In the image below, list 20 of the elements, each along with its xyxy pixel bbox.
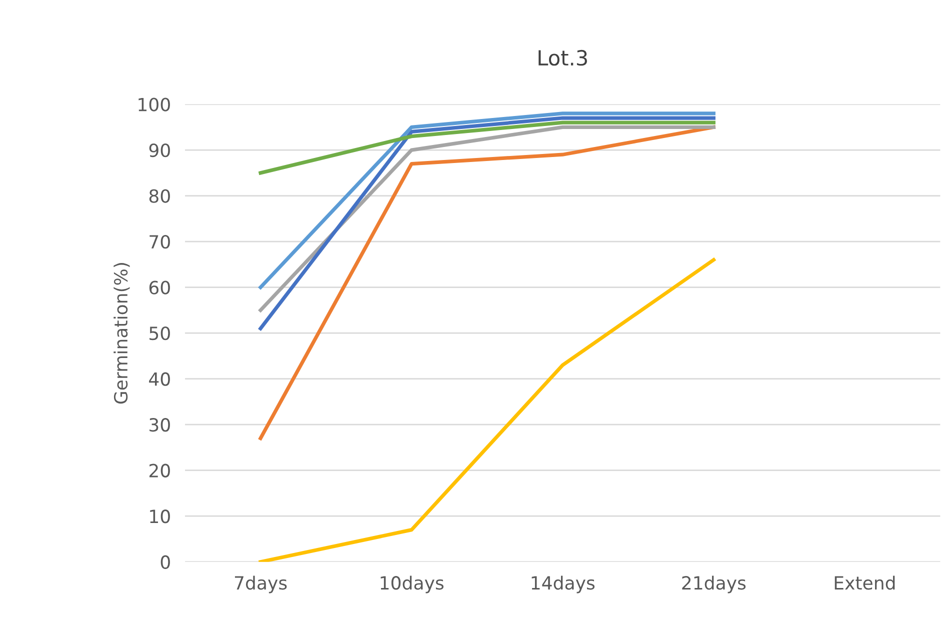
y-tick-label: 90	[149, 143, 170, 158]
line-series	[258, 125, 716, 440]
chart-title: Lot.3	[538, 50, 587, 66]
x-tick-label: 7days	[234, 576, 287, 594]
y-axis-title: Germination(%)	[114, 263, 130, 404]
line-series	[258, 258, 716, 562]
y-tick-label: 100	[138, 98, 170, 112]
y-tick-label: 10	[150, 510, 170, 524]
y-tick-label: 50	[150, 326, 170, 340]
x-tick-label: 14days	[532, 576, 595, 594]
y-tick-label: 20	[149, 464, 170, 478]
y-tick-label: 70	[150, 235, 170, 249]
x-tick-label: Extend	[834, 576, 895, 590]
x-tick-label: 21days	[682, 576, 746, 594]
y-tick-label: 40	[149, 372, 170, 386]
y-tick-label: 80	[149, 189, 170, 203]
y-tick-label: 60	[149, 280, 170, 294]
y-tick-label: 0	[160, 555, 170, 569]
x-tick-label: 10days	[380, 576, 444, 594]
y-tick-label: 30	[150, 418, 170, 432]
